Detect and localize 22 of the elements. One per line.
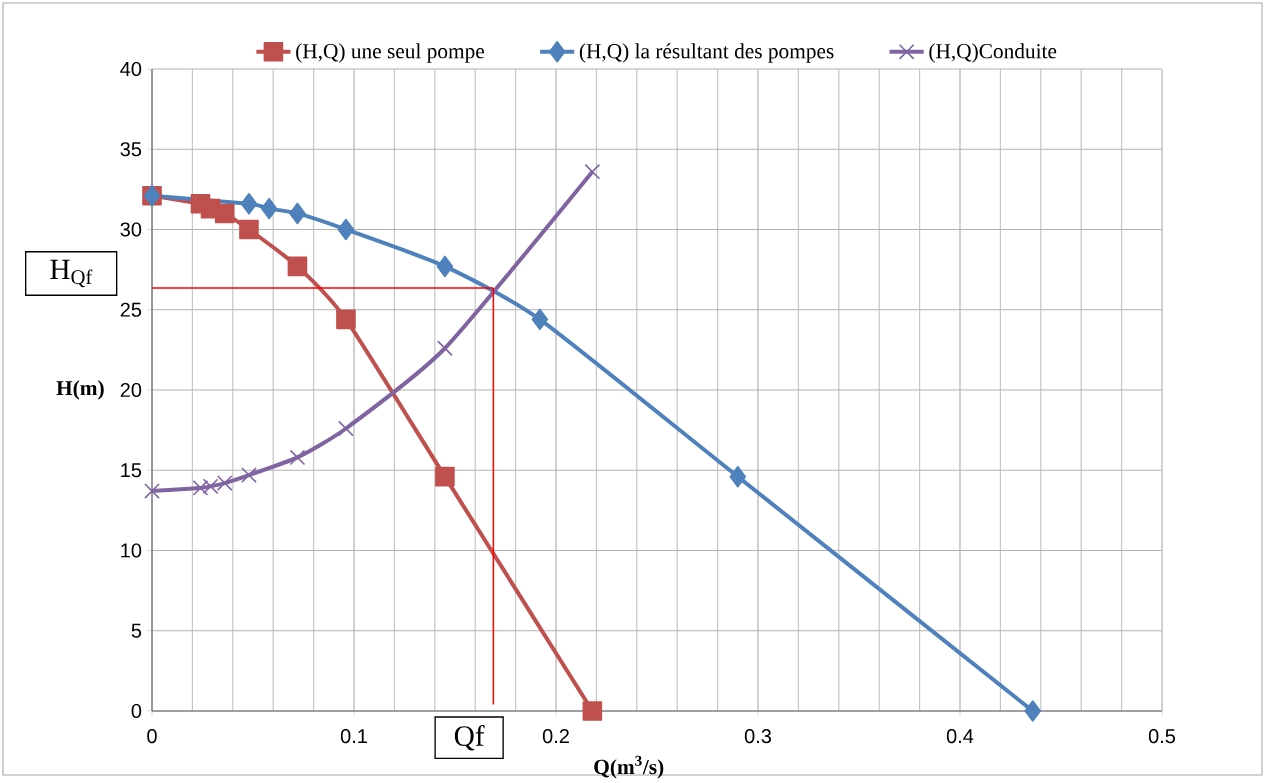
x-tick-label: 0.4 — [946, 729, 974, 744]
y-axis-title: H(m) — [56, 380, 104, 400]
legend-label: (H,Q) une seul pompe — [296, 43, 485, 63]
x-tick-label: 0.2 — [542, 729, 569, 744]
y-tick-label: 40 — [120, 61, 142, 77]
y-tick-label: 15 — [121, 463, 142, 478]
text: H$_{Qf}$ — [50, 259, 93, 288]
x-tick-label: 0.1 — [340, 729, 367, 744]
x-axis-title: Q(m$^{3}$/s) — [594, 755, 664, 779]
y-tick-label: 5 — [131, 623, 142, 638]
x-tick-label: 0.3 — [744, 729, 772, 744]
y-tick-label: 30 — [120, 222, 142, 237]
legend-label: (H,Q)Conduite — [929, 43, 1057, 63]
y-tick-label: 35 — [120, 142, 142, 157]
y-tick-label: 0 — [131, 703, 142, 719]
y-tick-label: 20 — [120, 382, 142, 398]
y-tick-label: 25 — [120, 302, 142, 317]
x-tick-label: 0 — [147, 729, 157, 744]
x-tick-label: 0.5 — [1148, 729, 1176, 744]
text: Qf — [454, 725, 485, 751]
legend-label: (H,Q) la résultant des pompes — [579, 43, 834, 63]
y-tick-label: 10 — [121, 543, 142, 558]
